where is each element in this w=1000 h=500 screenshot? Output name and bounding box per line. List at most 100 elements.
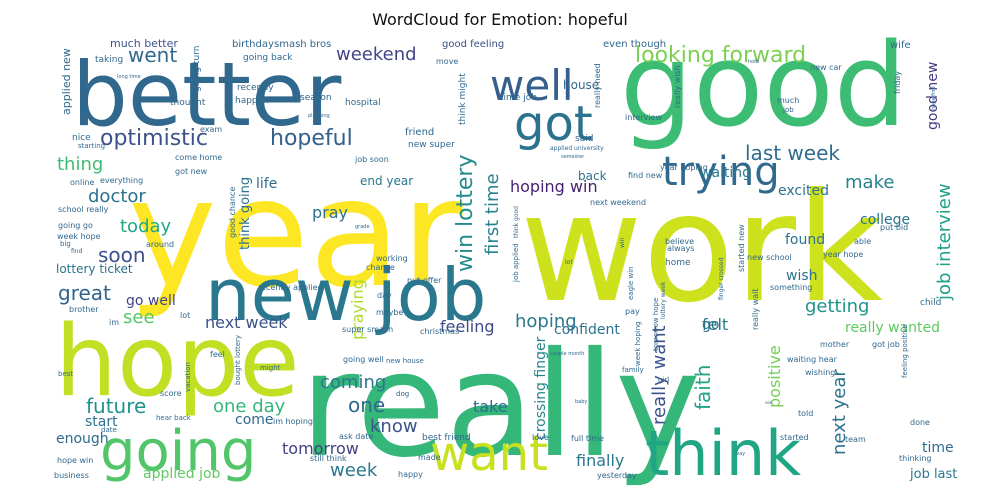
word-start: start (85, 414, 118, 430)
word-happen: happen (235, 96, 269, 106)
word-new-car: new car (810, 63, 842, 72)
word-taking: taking (95, 55, 123, 65)
word-im: im (109, 318, 119, 327)
word-hope-win: hope win (57, 456, 93, 465)
word-planning: planning (308, 113, 330, 119)
word-think: think (645, 417, 801, 490)
word-put-bid: put bid (880, 223, 908, 232)
word-first-time: first time (482, 173, 503, 255)
word-applied-job: applied job (143, 466, 221, 482)
word-next-year: next year (829, 369, 850, 455)
word-trying: trying (662, 149, 780, 195)
word-interview: interview (625, 113, 663, 122)
word-maybe: maybe (376, 308, 404, 317)
word-one-day: one day (213, 396, 286, 417)
word-thinking: thinking (899, 454, 932, 463)
word-wish: wish (786, 268, 818, 284)
word-im-hoping: im hoping (273, 417, 313, 426)
word-going-well: going well (343, 355, 384, 364)
word-college: college (860, 212, 910, 228)
word-nice: nice (72, 133, 91, 143)
word-crossing-finger: crossing finger (533, 336, 549, 440)
word-chance: chance (366, 263, 395, 272)
word-win-lottery: win lottery (453, 155, 478, 272)
word-went: went (128, 43, 177, 67)
word-think-might: think might (458, 73, 468, 125)
word-mother: mother (820, 340, 850, 349)
word-home: home (665, 258, 691, 268)
word-job-applied: job applied (512, 243, 520, 283)
word-know: know (370, 416, 418, 437)
word-better: better (72, 43, 342, 146)
word-date: date (101, 426, 117, 434)
word-best: best (58, 370, 73, 378)
word-going-go: going go (58, 221, 93, 230)
word-think-good: think good (513, 206, 520, 238)
word-year-hoping: year hoping (660, 163, 708, 172)
word-come-home: come home (175, 153, 222, 162)
word-well: well (490, 61, 574, 110)
word-online: online (70, 178, 94, 187)
word-hospital: hospital (345, 98, 381, 108)
word-lot: lot (180, 311, 190, 320)
word-long-time: long time (117, 74, 141, 80)
word-make: make (845, 172, 894, 193)
word-child: child (920, 298, 941, 308)
word-lot: lot (565, 259, 573, 266)
word-year-hope: year hope (823, 250, 863, 259)
word-still-think: still think (310, 454, 347, 463)
word-finger-crossed: finger crossed (718, 257, 725, 300)
word-weekend: weekend (336, 44, 417, 65)
word-good-chance: good chance (228, 187, 237, 238)
word-eagle-win: eagle win (627, 266, 635, 300)
word-take: take (473, 397, 508, 416)
word-new-super: new super (408, 140, 455, 150)
word-birthday: birthday (232, 39, 274, 50)
word-go-well: go well (126, 293, 176, 309)
word-see: see (765, 400, 773, 405)
word-made: made (418, 453, 441, 462)
word-semester: semester (561, 154, 585, 160)
word-time-job: time job (500, 93, 537, 103)
word-hoping-win: hoping win (510, 177, 598, 196)
word-put-offer: put offer (407, 276, 442, 285)
word-back: back (578, 169, 607, 183)
word-found: found (785, 232, 825, 248)
word-exam: exam (200, 125, 222, 134)
word-find-new: find new (628, 171, 663, 180)
word-tomorrow: tomorrow (282, 439, 359, 458)
word-hope-find: hope find (931, 86, 937, 110)
word-really: really (300, 321, 701, 490)
word-really-need: really need (593, 63, 602, 108)
word-said: said (575, 134, 593, 144)
word-recently-applied: recently applied (258, 283, 323, 292)
word-something: something (770, 283, 812, 292)
word-finally: finally (576, 451, 624, 470)
word-waiting: waiting (700, 165, 751, 181)
word-friday: friday (893, 71, 902, 94)
word-confident: confident (554, 322, 620, 338)
word-everything: everything (100, 176, 143, 185)
word-thing: thing (57, 154, 103, 175)
word-always: always (667, 244, 694, 253)
word-around: around (146, 240, 174, 249)
word-want: want (430, 426, 548, 482)
word-job-last: job last (909, 467, 957, 482)
word-business: business (54, 471, 89, 480)
word-job-soon: job soon (354, 155, 389, 164)
word-think-going: think going (238, 177, 253, 250)
word-job-interview: job interview (934, 183, 955, 301)
word-got-new: got new (175, 167, 208, 176)
word-school-really: school really (58, 205, 109, 214)
word-started: started (780, 433, 809, 442)
word-excited: excited (778, 183, 829, 199)
word-vacation: vacation (184, 362, 192, 392)
word-one: one (348, 393, 385, 417)
word-week: week (330, 460, 378, 481)
word-optimistic: optimistic (100, 126, 208, 151)
word-soon: soon (98, 243, 146, 267)
word-come: come (235, 412, 274, 428)
word-score: score (160, 389, 182, 398)
